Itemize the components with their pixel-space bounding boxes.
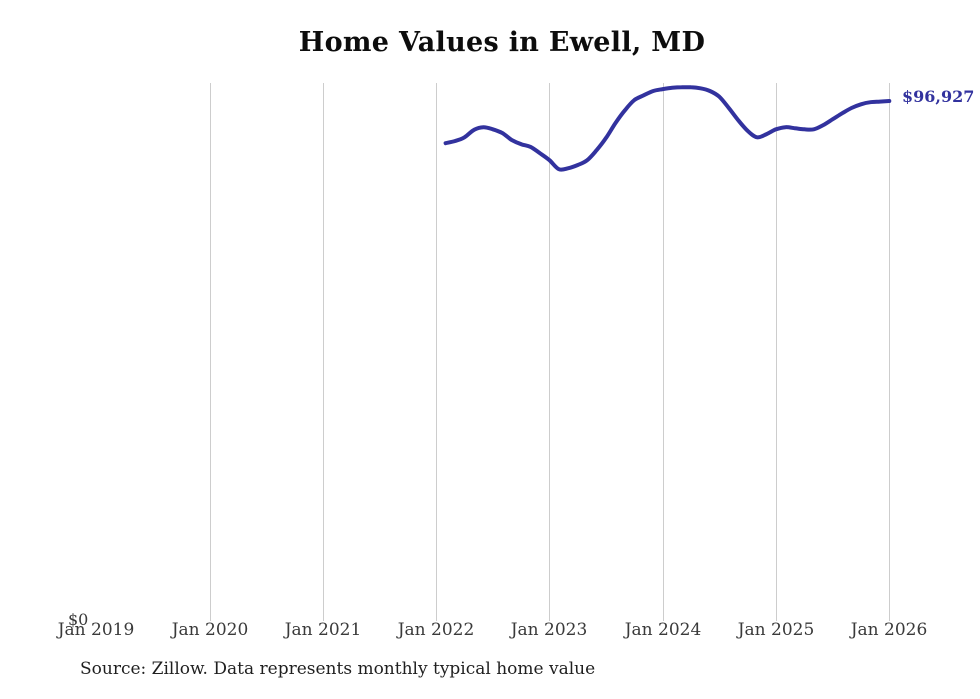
x-tick-jan-2021: Jan 2021 — [284, 620, 362, 640]
x-tick-jan-2019: Jan 2019 — [57, 620, 135, 640]
gridline-jan-2020 — [210, 83, 211, 621]
gridline-jan-2025 — [776, 83, 777, 621]
y-tick-zero: $0 — [68, 610, 89, 629]
x-tick-jan-2022: Jan 2022 — [397, 620, 475, 640]
x-tick-jan-2026: Jan 2026 — [850, 620, 928, 640]
chart-title: Home Values in Ewell, MD — [298, 27, 706, 58]
source-note: Source: Zillow. Data represents monthly … — [80, 659, 596, 679]
gridline-jan-2026 — [889, 83, 890, 621]
gridline-jan-2022 — [436, 83, 437, 621]
gridline-jan-2021 — [323, 83, 324, 621]
gridline-jan-2023 — [549, 83, 550, 621]
x-tick-jan-2024: Jan 2024 — [624, 620, 702, 640]
end-value-label: $96,927 — [902, 87, 975, 106]
x-tick-jan-2023: Jan 2023 — [510, 620, 588, 640]
gridline-jan-2024 — [663, 83, 664, 621]
x-tick-jan-2020: Jan 2020 — [171, 620, 249, 640]
home-value-line — [443, 85, 892, 172]
x-tick-jan-2025: Jan 2025 — [737, 620, 815, 640]
